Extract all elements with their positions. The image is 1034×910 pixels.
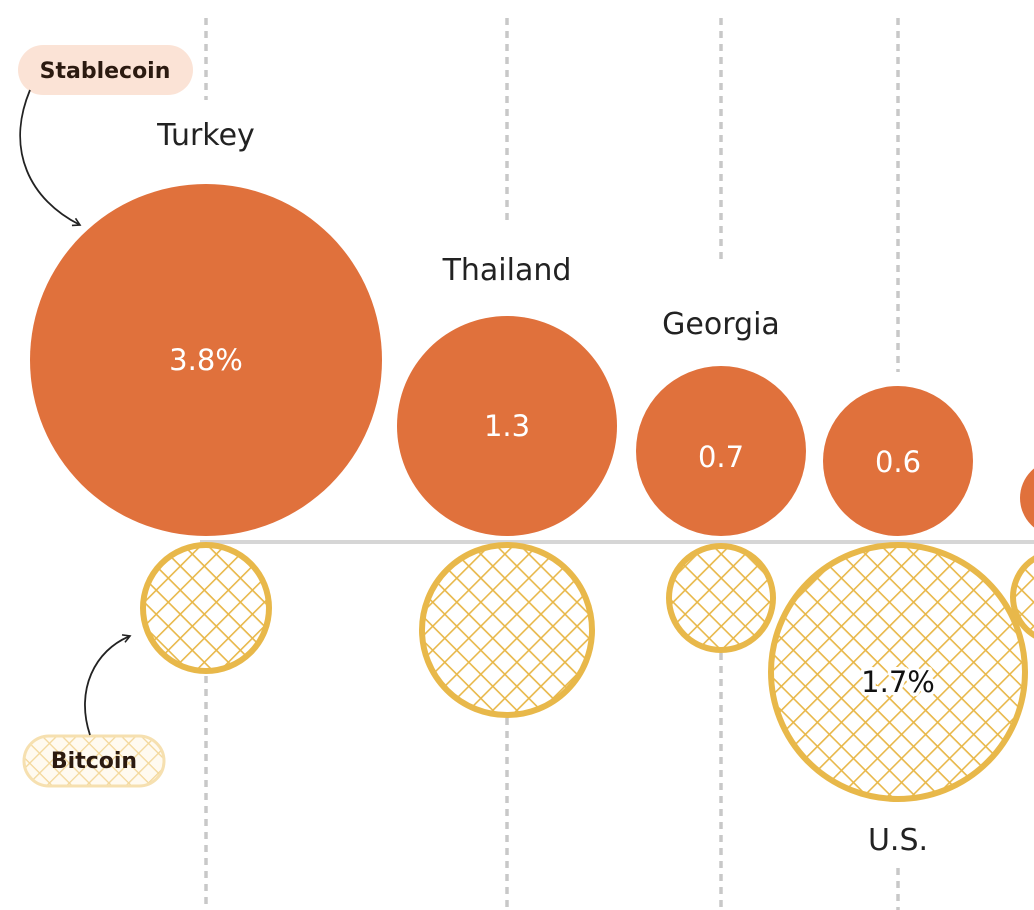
labels: Turkey 3.8% Thailand 1.3 Georgia 0.7 U.S. 0.6 1.… [156,118,938,858]
stablecoin-legend-label: Stablecoin [40,59,171,84]
country-label-u-s: U.S. [868,823,928,858]
country-label-georgia: Georgia [662,307,780,342]
stablecoin-bubble-thailand [397,316,617,536]
legend-bitcoin: Bitcoin [22,634,166,788]
stablecoin-series [30,184,1034,536]
bitcoin-bubble-u-s [768,542,1028,802]
stablecoin-arrow [19,89,82,227]
stablecoin-value-u-s: 0.6 [875,445,921,479]
stablecoin-value-turkey: 3.8% [169,343,243,377]
stablecoin-bubble-georgia [636,366,806,536]
bitcoin-bubble-georgia [666,543,776,653]
country-label-thailand: Thailand [442,253,572,288]
stablecoin-bubble-turkey [30,184,382,536]
bitcoin-bubble-unnamed [1010,555,1034,639]
bitcoin-legend-label: Bitcoin [51,749,137,774]
stablecoin-bubble-u-s [823,386,973,536]
legend-stablecoin: Stablecoin [18,45,193,227]
bitcoin-arrow [84,634,132,736]
bitcoin-value-halo-u-s: 1.7% [861,665,935,699]
bitcoin-series [140,542,1034,802]
stablecoin-bubble-unnamed [1020,468,1034,528]
stablecoin-value-thailand: 1.3 [484,409,530,443]
bitcoin-value-u-s: 1.7% [861,665,935,699]
bitcoin-pill [22,734,166,788]
country-label-turkey: Turkey [156,118,255,153]
bitcoin-bubble-thailand [419,542,595,718]
stablecoin-value-georgia: 0.7 [698,440,744,474]
bitcoin-bubble-turkey [140,542,272,674]
stablecoin-pill [18,45,193,95]
gridlines [204,18,900,910]
